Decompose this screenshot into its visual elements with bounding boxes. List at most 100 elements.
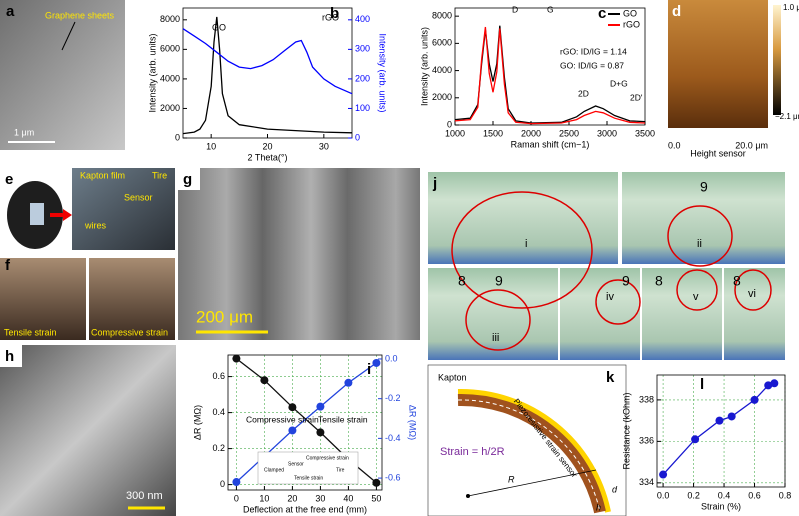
frame-label: ii (697, 238, 702, 250)
circle (451, 191, 593, 309)
photo-label: wires (84, 220, 107, 230)
panel-letter-shown: k (606, 369, 615, 386)
y-tick-label: 0 (175, 132, 180, 142)
colorbar-max: 1.0 μm (783, 3, 799, 12)
y2-tick-label: -0.4 (385, 433, 401, 443)
data-point (727, 412, 736, 421)
x-tick-label: 3500 (635, 128, 655, 138)
x-tick-label: 0.8 (779, 490, 792, 500)
annotation: Tensile strain (318, 414, 368, 424)
inset-label: Clamped (264, 467, 284, 473)
x-tick-label: 30 (315, 493, 325, 503)
pointer (61, 21, 76, 51)
photo (72, 168, 175, 250)
panel-letter: l (700, 376, 704, 393)
x-axis-title: Strain (%) (701, 501, 741, 511)
panel-letter: a (6, 3, 15, 20)
frame-label: iii (492, 332, 499, 344)
y-tick-label: 4000 (432, 65, 452, 75)
photo (0, 258, 86, 340)
x-tick-label: 0.6 (748, 490, 761, 500)
annotation: GO: ID/IG = 0.87 (560, 60, 624, 70)
sensor-patch (30, 203, 44, 225)
frame-label: iv (606, 291, 614, 303)
circle (465, 289, 531, 351)
y2-tick-label: 0 (355, 132, 360, 142)
annotation: G (547, 4, 554, 14)
equation: Strain = h/2R (440, 446, 505, 458)
inset-label: Compressive strain (306, 455, 349, 461)
x-axis-title: Deflection at the free end (mm) (243, 504, 367, 514)
plot-frame (182, 7, 353, 139)
y2-tick-label: 400 (355, 14, 370, 24)
y-axis-title: Intensity (arb. units) (419, 27, 429, 106)
y2-tick-label: 100 (355, 103, 370, 113)
x-tick-label: 0.0 (657, 490, 670, 500)
x-tick-label: 50 (371, 493, 381, 503)
legend-label: rGO (623, 19, 640, 29)
y-tick-label: 2000 (432, 92, 452, 102)
x-tick-label: 0 (234, 493, 239, 503)
photo-label: Kapton film (80, 170, 125, 180)
series-label: GO (212, 22, 226, 32)
colorbar-min: −2.1 μm (775, 112, 799, 121)
sem-image (0, 345, 176, 516)
data-point (344, 378, 353, 387)
video-frame (428, 268, 558, 360)
circle (595, 279, 641, 325)
y-tick-label: 0.6 (212, 371, 225, 381)
frame-label: vi (748, 288, 756, 300)
photo-label: Tire (152, 170, 167, 180)
annotation: Compressive strain (246, 414, 319, 424)
ruler-number: 9 (495, 273, 503, 289)
x-tick-label: 2500 (559, 128, 579, 138)
y2-tick-label: -0.6 (385, 472, 401, 482)
x-tick-label: 10 (259, 493, 269, 503)
y-axis-title: Resistance (kOhm) (621, 392, 631, 469)
data-point (232, 478, 241, 487)
ruler-number: 9 (622, 273, 630, 289)
plot-frame (227, 354, 383, 491)
x-tick-label: 1000 (445, 128, 465, 138)
material-label: Kapton (438, 372, 467, 382)
arrow-head (63, 209, 72, 221)
data-point (288, 426, 297, 435)
y2-axis-title: Intensity (arb. units) (378, 33, 388, 112)
inset-label: Tensile strain (294, 475, 323, 481)
axis-end: 20.0 μm (735, 140, 768, 150)
frame-label: v (693, 291, 699, 303)
x-tick-label: 30 (319, 141, 329, 151)
radius-label: R (508, 474, 515, 484)
data-point (232, 354, 241, 363)
data-point (750, 395, 759, 404)
radius-line (467, 469, 597, 497)
y-tick-label: 334 (639, 477, 654, 487)
series-label: rGO (322, 12, 339, 22)
sem-image (178, 168, 420, 340)
x-tick-label: 20 (287, 493, 297, 503)
neutral-axis (457, 399, 601, 513)
annotation: D+G (610, 78, 628, 88)
y-tick-label: 6000 (432, 38, 452, 48)
y2-tick-label: -0.2 (385, 393, 401, 403)
photo-label: Sensor (124, 192, 153, 202)
video-frame (622, 172, 785, 264)
y-tick-label: 338 (639, 394, 654, 404)
data-point (764, 381, 773, 390)
video-frame (724, 268, 785, 360)
panel-letter: e (5, 171, 13, 188)
x-tick-label: 20 (262, 141, 272, 151)
x-tick-label: 3000 (597, 128, 617, 138)
y2-tick-label: 200 (355, 73, 370, 83)
x-tick-label: 0.2 (687, 490, 700, 500)
data-point (372, 478, 381, 487)
data-point (316, 428, 325, 437)
x-tick-label: 1500 (483, 128, 503, 138)
annotation: D (512, 4, 518, 14)
series-line (182, 16, 353, 135)
x-tick-label: 2000 (521, 128, 541, 138)
plot-frame (454, 7, 646, 126)
y-tick-label: 0 (447, 119, 452, 129)
scale-label: 1 μm (14, 127, 34, 137)
video-frame (642, 268, 722, 360)
